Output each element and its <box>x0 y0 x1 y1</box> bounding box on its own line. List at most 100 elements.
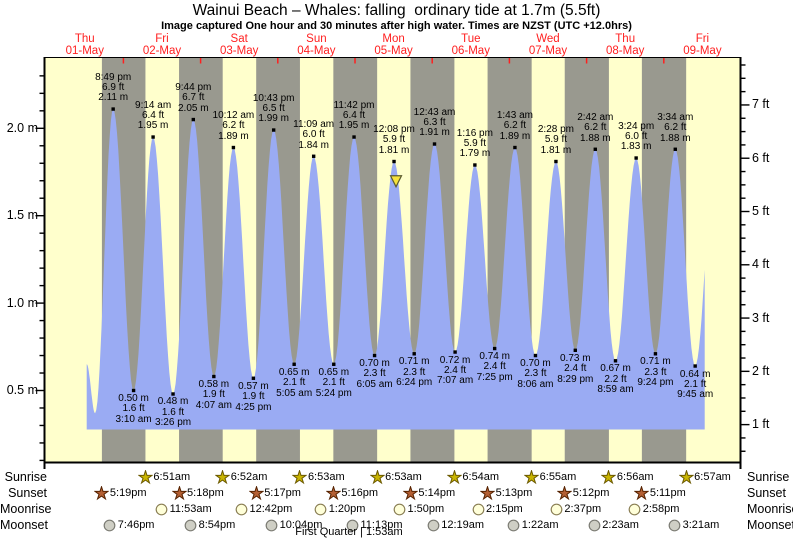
day-label: Thu 08-May <box>593 33 657 57</box>
moonset-entry <box>587 518 602 533</box>
annotation-height-m: 0.74 m <box>479 351 510 363</box>
capture-note: Image captured One hour and 30 minutes a… <box>161 20 632 32</box>
annotation-height-ft: 6.4 ft <box>342 109 366 121</box>
sunset-entry <box>479 484 496 501</box>
day-label: Thu 01-May <box>53 33 117 57</box>
sunrise-row-label-left: Sunrise <box>4 470 47 484</box>
annotation-time: 2:42 am <box>577 111 614 123</box>
tide-annotation-low: 0.67 m 2.2 ft 8:59 am <box>579 363 653 395</box>
tide-extreme-dot <box>212 374 216 379</box>
sunrise-time: 6:54am <box>462 471 500 483</box>
tide-extreme-dot <box>634 156 638 160</box>
moonrise-time: 2:15pm <box>486 503 523 515</box>
tide-annotation-low: 0.72 m 2.4 ft 7:07 am <box>418 355 492 387</box>
sunrise-entry <box>446 468 463 485</box>
sunset-star-shape <box>556 484 573 500</box>
moonset-time: 10:04pm <box>279 519 323 531</box>
tide-extreme-dot <box>573 348 577 352</box>
annotation-height-m: 1.88 m <box>579 132 611 144</box>
date-label: 06-May <box>451 44 490 57</box>
moonset-circle-shape <box>265 519 278 531</box>
date-label: 05-May <box>374 44 413 57</box>
annotation-time: 3:26 pm <box>154 417 192 429</box>
tide-extreme-dot <box>271 128 276 132</box>
moonrise-entry <box>154 502 169 517</box>
tide-extreme-dot <box>372 353 377 358</box>
tide-annotation-low: 0.48 m 1.6 ft 3:26 pm <box>136 397 210 429</box>
sunrise-star-shape <box>523 468 540 484</box>
moonrise-circle-shape <box>472 503 484 515</box>
moon-phase-text: First Quarter | 1:53am <box>295 526 403 538</box>
annotation-height-ft: 2.3 ft <box>524 368 547 380</box>
date-label: 01-May <box>65 44 104 57</box>
moonset-row-label-left: Moonset <box>0 518 48 532</box>
annotation-time: 12:43 am <box>413 106 456 118</box>
tide-extreme-dot <box>554 159 558 164</box>
annotation-height-m: 1.84 m <box>298 139 329 151</box>
moonrise-icon <box>472 503 484 515</box>
sunset-icon <box>171 484 188 500</box>
tide-annotation-high: 11:09 am 6.0 ft 1.84 m <box>277 119 351 151</box>
sunrise-star-shape <box>600 468 617 484</box>
moonset-time: 2:23am <box>602 519 639 531</box>
day-label: Sun 04-May <box>284 33 348 57</box>
annotation-time: 10:12 am <box>212 110 255 122</box>
sunrise-icon <box>214 468 231 484</box>
annotation-height-ft: 5.9 ft <box>463 137 486 149</box>
annotation-height-m: 2.11 m <box>98 92 129 104</box>
tide-extreme-dot <box>292 362 296 366</box>
moonrise-icon <box>550 503 563 515</box>
moonset-circle-shape <box>507 519 520 531</box>
annotation-height-ft: 6.0 ft <box>302 129 325 141</box>
y-tick-label-ft: 3 ft <box>752 310 770 325</box>
sunrise-time: 6:52am <box>230 471 268 483</box>
tide-annotation-high: 2:42 am 6.2 ft 1.88 m <box>558 111 632 144</box>
dow-label: Fri <box>695 33 710 45</box>
moonrise-circle-shape <box>314 503 327 515</box>
date-label: 04-May <box>297 44 336 57</box>
sunrise-time: 6:53am <box>307 471 345 483</box>
tide-annotation-low: 0.73 m 2.4 ft 8:29 pm <box>538 352 612 385</box>
moonset-icon <box>507 519 520 531</box>
tide-extreme-dot <box>432 142 437 146</box>
moonrise-icon <box>314 503 327 515</box>
annotation-height-ft: 6.2 ft <box>664 122 687 134</box>
annotation-height-ft: 2.4 ft <box>443 364 467 376</box>
sunset-entry <box>325 484 342 501</box>
sunset-entry <box>556 484 573 501</box>
annotation-time: 9:24 pm <box>637 377 674 389</box>
annotation-height-m: 0.67 m <box>600 363 631 375</box>
annotation-height-ft: 6.5 ft <box>262 102 285 114</box>
annotation-time: 9:14 am <box>135 99 172 111</box>
moonset-circle-shape <box>588 519 601 531</box>
moonset-entry <box>183 518 198 533</box>
moonset-entry <box>426 518 441 533</box>
dow-label: Fri <box>155 33 169 45</box>
moonset-icon <box>184 519 197 531</box>
annotation-time: 1:43 am <box>496 110 533 122</box>
tide-extreme-dot <box>251 376 256 380</box>
sunset-row-label-left: Sunset <box>8 486 47 500</box>
sunrise-icon <box>523 468 540 484</box>
tide-annotation-high: 3:24 pm 6.0 ft 1.83 m <box>599 120 673 153</box>
sunset-icon <box>479 484 496 500</box>
tide-annotation-low: 0.65 m 2.1 ft 5:24 pm <box>297 367 371 399</box>
tide-extreme-dot <box>492 346 497 351</box>
day-label: Mon 05-May <box>362 33 426 57</box>
annotation-height-ft: 2.2 ft <box>604 373 627 385</box>
annotation-time: 3:24 pm <box>618 120 655 132</box>
tide-extreme-dot <box>332 362 336 366</box>
moonset-icon <box>265 519 278 531</box>
moonrise-time: 12:42pm <box>249 503 293 515</box>
annotation-height-m: 0.73 m <box>559 352 591 364</box>
sunrise-entry <box>291 468 308 485</box>
y-tick-label-ft: 2 ft <box>752 363 770 378</box>
annotation-time: 2:28 pm <box>537 124 574 135</box>
sunrise-time: 6:53am <box>385 471 422 483</box>
tide-annotation-high: 1:16 pm 5.9 ft 1.79 m <box>438 128 512 160</box>
moonset-icon <box>103 519 116 531</box>
sunrise-time: 6:57am <box>694 471 731 483</box>
tide-extreme-dot <box>191 117 196 122</box>
annotation-height-m: 0.70 m <box>520 358 551 370</box>
